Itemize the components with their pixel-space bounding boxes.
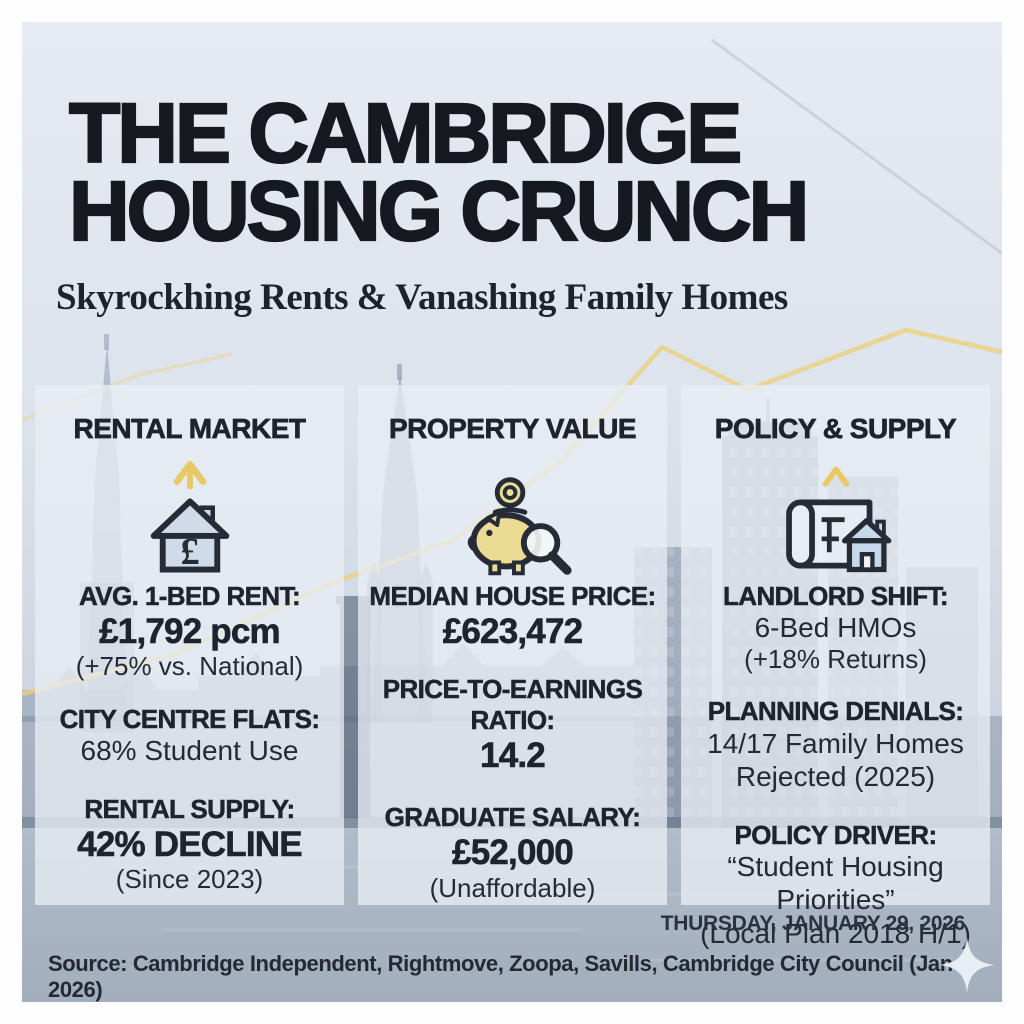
stat-label: AVG. 1-BED RENT:: [78, 581, 301, 612]
up-arrow-icon: [822, 466, 849, 487]
stat-value: “Student Housing Priorities”: [727, 850, 944, 916]
stat-value: £52,000: [452, 833, 574, 873]
card-title: RENTAL MARKET: [73, 413, 306, 445]
source-credit: Source: Cambridge Independent, Rightmove…: [48, 951, 953, 1002]
stat-label: GRADUATE SALARY:: [384, 802, 641, 833]
card-rental-market: RENTAL MARKET £ AVG. 1-BED RENT:: [35, 385, 344, 905]
stat-group: LANDLORD SHIFT: 6-Bed HMOs (+18% Returns…: [689, 581, 982, 674]
stat-note: (Since 2023): [115, 864, 264, 895]
stat-value: 42% DECLINE: [77, 824, 303, 865]
stat-group: AVG. 1-BED RENT: £1,792 pcm (+75% vs. Na…: [43, 581, 336, 682]
stat-value: 14.2: [480, 735, 546, 775]
stat-value: £623,472: [442, 612, 583, 652]
stat-label: MEDIAN HOUSE PRICE:: [369, 581, 656, 612]
stat-group: GRADUATE SALARY: £52,000 (Unaffordable): [366, 802, 659, 903]
stat-label: CITY CENTRE FLATS:: [59, 704, 320, 735]
stat-label: PLANNING DENIALS:: [707, 696, 964, 727]
poster-subtitle: Skyrockhing Rents & Vanashing Family Hom…: [56, 277, 788, 319]
rental-market-icon-zone: £: [43, 449, 336, 581]
policy-supply-icon-zone: [689, 449, 982, 581]
stat-note: (Unaffordable): [429, 872, 596, 903]
house-pound-icon: £: [150, 498, 229, 573]
stat-value: 14/17 Family Homes: [707, 727, 964, 759]
stat-note: (+75% vs. National): [75, 651, 304, 682]
piggy-bank-magnifier-icon: [467, 477, 572, 576]
date-stamp: THURSDAY, JANUARY 29, 2026: [660, 912, 966, 935]
stat-group: RENTAL SUPPLY: 42% DECLINE (Since 2023): [43, 794, 336, 895]
poster-header: THE CAMBRDIGE HOUSING CRUNCH Skyrockhing…: [56, 86, 811, 319]
card-title: PROPERTY VALUE: [388, 413, 637, 445]
card-policy-supply: POLICY & SUPPLY: [681, 385, 990, 949]
poster-title-line2: HOUSING CRUNCH: [68, 164, 811, 259]
blueprint-house-icon: [785, 499, 891, 573]
poster-title: THE CAMBRDIGE HOUSING CRUNCH: [56, 86, 811, 259]
stat-note: (+18% Returns): [744, 643, 927, 674]
stat-group: POLICY DRIVER: “Student Housing Prioriti…: [689, 819, 982, 951]
stat-group: CITY CENTRE FLATS: 68% Student Use: [43, 704, 336, 768]
card-property-value: PROPERTY VALUE: [358, 385, 667, 905]
stat-label: LANDLORD SHIFT:: [723, 581, 949, 612]
stat-label: POLICY DRIVER:: [734, 819, 937, 850]
poster-title-line1: THE CAMBRDIGE: [68, 86, 744, 180]
poster-canvas: THE CAMBRDIGE HOUSING CRUNCH Skyrockhing…: [22, 22, 1002, 1002]
stat-note: Rejected (2025): [735, 761, 936, 793]
up-arrow-icon: [173, 461, 206, 489]
stat-group: MEDIAN HOUSE PRICE: £623,472: [366, 581, 659, 652]
stat-group: PLANNING DENIALS: 14/17 Family Homes Rej…: [689, 696, 982, 793]
card-title: POLICY & SUPPLY: [714, 413, 957, 445]
svg-text:£: £: [180, 531, 199, 573]
stat-label: PRICE-TO-EARNINGS RATIO:: [382, 674, 644, 735]
stat-value: 6-Bed HMOs: [754, 612, 917, 644]
property-value-icon-zone: [366, 449, 659, 581]
stat-value: 68% Student Use: [80, 735, 299, 767]
stat-value: £1,792 pcm: [99, 612, 281, 652]
stat-note: (Local Plan 2018 H/1): [700, 918, 971, 950]
sparkle-icon: [939, 937, 995, 993]
stat-cards-row: RENTAL MARKET £ AVG. 1-BED RENT:: [35, 385, 990, 949]
stat-group: PRICE-TO-EARNINGS RATIO: 14.2: [366, 674, 659, 776]
stat-label: RENTAL SUPPLY:: [84, 793, 295, 825]
